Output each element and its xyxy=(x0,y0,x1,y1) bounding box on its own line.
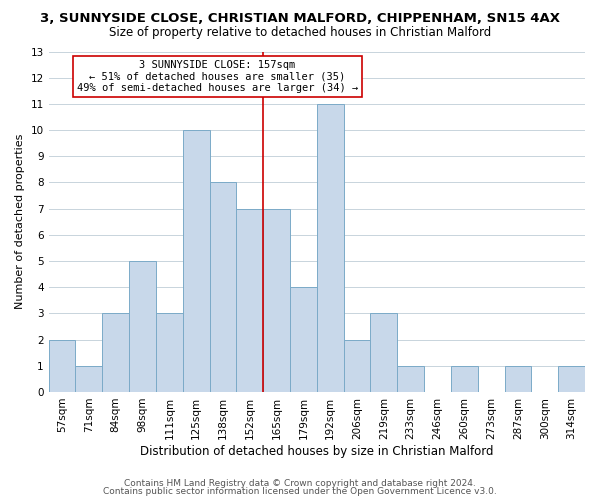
Bar xyxy=(344,340,370,392)
Bar xyxy=(236,208,263,392)
Text: 3, SUNNYSIDE CLOSE, CHRISTIAN MALFORD, CHIPPENHAM, SN15 4AX: 3, SUNNYSIDE CLOSE, CHRISTIAN MALFORD, C… xyxy=(40,12,560,26)
Bar xyxy=(558,366,585,392)
Bar xyxy=(317,104,344,392)
Bar xyxy=(129,261,156,392)
Bar xyxy=(49,340,76,392)
Text: 3 SUNNYSIDE CLOSE: 157sqm
← 51% of detached houses are smaller (35)
49% of semi-: 3 SUNNYSIDE CLOSE: 157sqm ← 51% of detac… xyxy=(77,60,358,93)
Bar xyxy=(209,182,236,392)
Bar xyxy=(183,130,209,392)
Bar xyxy=(76,366,103,392)
Text: Contains HM Land Registry data © Crown copyright and database right 2024.: Contains HM Land Registry data © Crown c… xyxy=(124,478,476,488)
Bar xyxy=(290,287,317,392)
Bar xyxy=(370,314,397,392)
X-axis label: Distribution of detached houses by size in Christian Malford: Distribution of detached houses by size … xyxy=(140,444,494,458)
Bar xyxy=(451,366,478,392)
Bar xyxy=(505,366,532,392)
Bar xyxy=(103,314,129,392)
Bar xyxy=(263,208,290,392)
Bar xyxy=(397,366,424,392)
Text: Size of property relative to detached houses in Christian Malford: Size of property relative to detached ho… xyxy=(109,26,491,39)
Y-axis label: Number of detached properties: Number of detached properties xyxy=(15,134,25,310)
Bar xyxy=(156,314,183,392)
Text: Contains public sector information licensed under the Open Government Licence v3: Contains public sector information licen… xyxy=(103,487,497,496)
